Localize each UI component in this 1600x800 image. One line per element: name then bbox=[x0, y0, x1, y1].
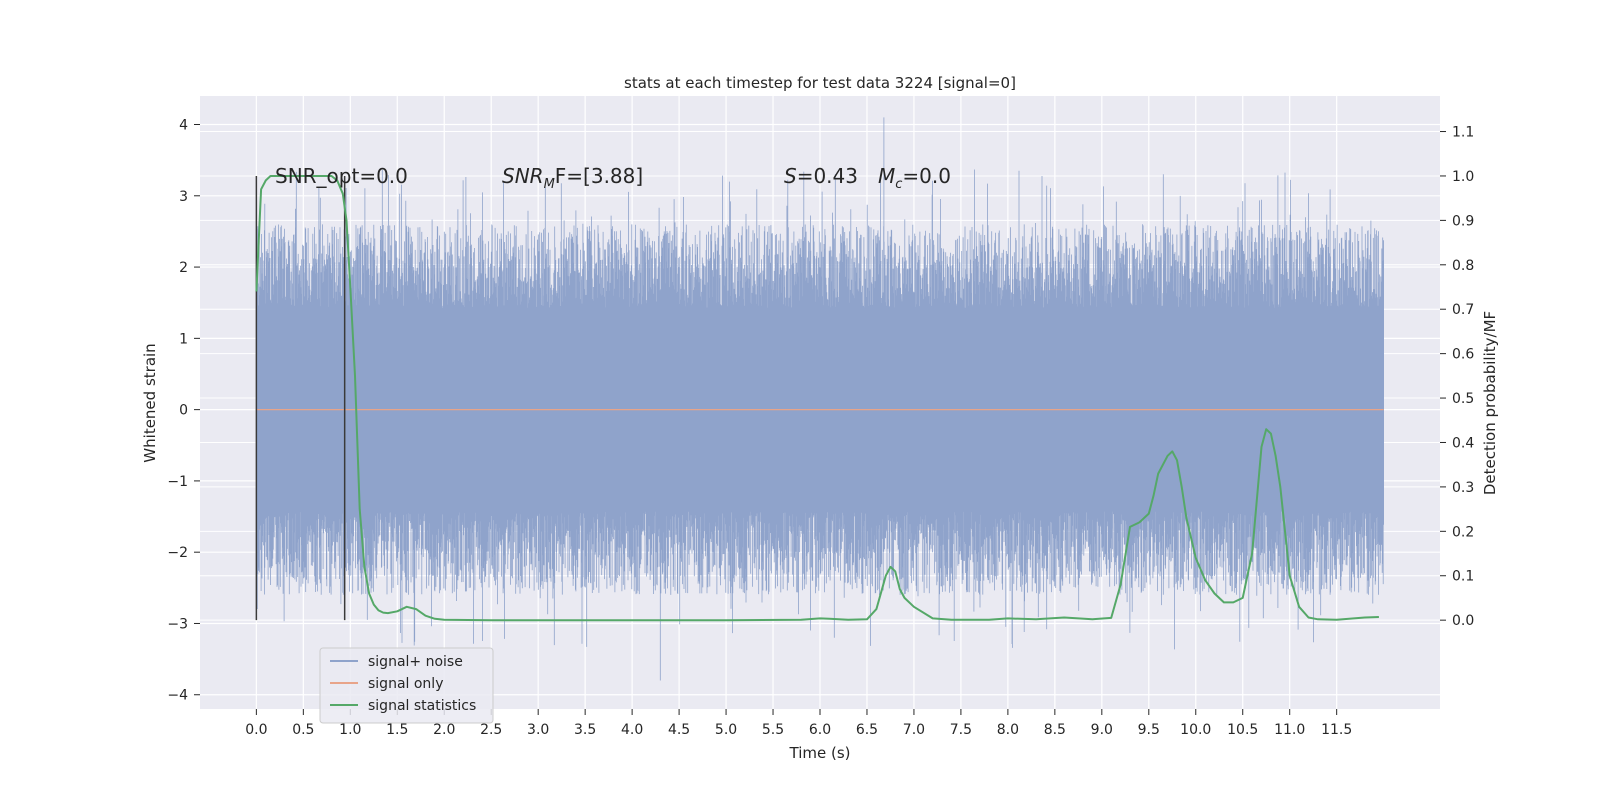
snr-mf-annotation: SNRMF=[3.88] bbox=[502, 164, 643, 192]
right-y-tick-label: 0.8 bbox=[1452, 258, 1474, 274]
x-tick-label: 11.0 bbox=[1274, 722, 1305, 738]
legend-box bbox=[319, 647, 494, 724]
x-tick-label: 0.5 bbox=[292, 722, 314, 738]
y-tick-label: −3 bbox=[167, 616, 188, 632]
x-tick-label: 6.5 bbox=[856, 722, 878, 738]
x-tick-label: 5.0 bbox=[715, 722, 737, 738]
right-y-tick-label: 0.9 bbox=[1452, 213, 1474, 229]
x-tick-label: 4.5 bbox=[668, 722, 690, 738]
x-tick-label: 7.0 bbox=[903, 722, 925, 738]
right-y-tick-label: 0.4 bbox=[1452, 435, 1474, 451]
y-tick-label: −1 bbox=[167, 474, 188, 490]
mc-var: M bbox=[878, 164, 895, 188]
x-tick-label: 2.5 bbox=[480, 722, 502, 738]
s-annotation: S=0.43 bbox=[784, 164, 858, 188]
signal-statistics-line bbox=[255, 175, 1379, 622]
snr-opt-annotation: SNR_opt=0.0 bbox=[275, 164, 408, 188]
x-tick-label: 0.0 bbox=[245, 722, 267, 738]
x-tick-label: 3.5 bbox=[574, 722, 596, 738]
right-y-tick-label: 0.3 bbox=[1452, 480, 1474, 496]
right-y-tick-label: 0.7 bbox=[1452, 302, 1474, 318]
x-tick-label: 6.0 bbox=[809, 722, 831, 738]
s-var: S bbox=[784, 164, 797, 188]
y-axis-label: Whitened strain bbox=[141, 343, 159, 462]
y-tick-label: 4 bbox=[179, 118, 188, 134]
right-y-tick-label: 0.5 bbox=[1452, 391, 1474, 407]
right-y-axis-label: Detection probability/MF bbox=[1481, 311, 1499, 495]
mc-annotation: Mc=0.0 bbox=[878, 164, 951, 192]
x-tick-label: 1.0 bbox=[339, 722, 361, 738]
y-tick-label: −4 bbox=[167, 688, 188, 704]
x-tick-label: 7.5 bbox=[950, 722, 972, 738]
right-y-tick-label: 0.2 bbox=[1452, 524, 1474, 540]
chart-title: stats at each timestep for test data 322… bbox=[624, 74, 1016, 92]
s-value: =0.43 bbox=[797, 164, 858, 188]
legend-label-stats: signal statistics bbox=[368, 698, 476, 714]
snr-mf-rest: F=[3.88] bbox=[555, 164, 643, 188]
x-tick-label: 1.5 bbox=[386, 722, 408, 738]
y-tick-label: 2 bbox=[179, 260, 188, 276]
y-ticks: 4 3 2 1 0 −1 −2 −3 −4 bbox=[167, 118, 200, 704]
right-y-tick-label: 1.1 bbox=[1452, 125, 1474, 141]
x-tick-label: 4.0 bbox=[621, 722, 643, 738]
x-tick-label: 9.0 bbox=[1091, 722, 1113, 738]
legend: signal+ noise signal only signal statist… bbox=[319, 647, 494, 724]
mc-sub: c bbox=[895, 177, 902, 192]
x-tick-label: 10.0 bbox=[1180, 722, 1211, 738]
x-tick-label: 5.5 bbox=[762, 722, 784, 738]
x-ticks: 0.0 0.5 1.0 1.5 2.0 2.5 3.0 3.5 4.0 4.5 5.0 5.5 6.0 6… bbox=[245, 709, 1352, 738]
right-y-tick-label: 1.0 bbox=[1452, 169, 1474, 185]
right-y-tick-label: 0.1 bbox=[1452, 569, 1474, 585]
y-tick-label: −2 bbox=[167, 545, 188, 561]
x-tick-label: 10.5 bbox=[1227, 722, 1258, 738]
y-tick-label: 3 bbox=[179, 189, 188, 205]
legend-label-signal: signal only bbox=[368, 676, 443, 692]
y-tick-label: 0 bbox=[179, 403, 188, 419]
right-y-tick-label: 0.6 bbox=[1452, 347, 1474, 363]
vertical-markers bbox=[255, 175, 346, 621]
x-tick-label: 11.5 bbox=[1321, 722, 1352, 738]
right-y-ticks: 1.1 1.0 0.9 0.8 0.7 0.6 0.5 0.4 0.3 0.2 0.1 0.0 bbox=[1440, 125, 1474, 629]
snr-mf-var: SNR bbox=[502, 164, 544, 188]
x-tick-label: 3.0 bbox=[527, 722, 549, 738]
mc-value: =0.0 bbox=[902, 164, 951, 188]
x-tick-label: 9.5 bbox=[1138, 722, 1160, 738]
right-y-tick-label: 0.0 bbox=[1452, 613, 1474, 629]
x-tick-label: 2.0 bbox=[433, 722, 455, 738]
snr-mf-sub: M bbox=[544, 177, 555, 192]
x-tick-label: 8.0 bbox=[997, 722, 1019, 738]
y-tick-label: 1 bbox=[179, 331, 188, 347]
x-axis-label: Time (s) bbox=[789, 744, 851, 762]
legend-label-noise: signal+ noise bbox=[368, 654, 463, 670]
signal-statistics-series bbox=[255, 175, 1379, 622]
x-tick-label: 8.5 bbox=[1044, 722, 1066, 738]
